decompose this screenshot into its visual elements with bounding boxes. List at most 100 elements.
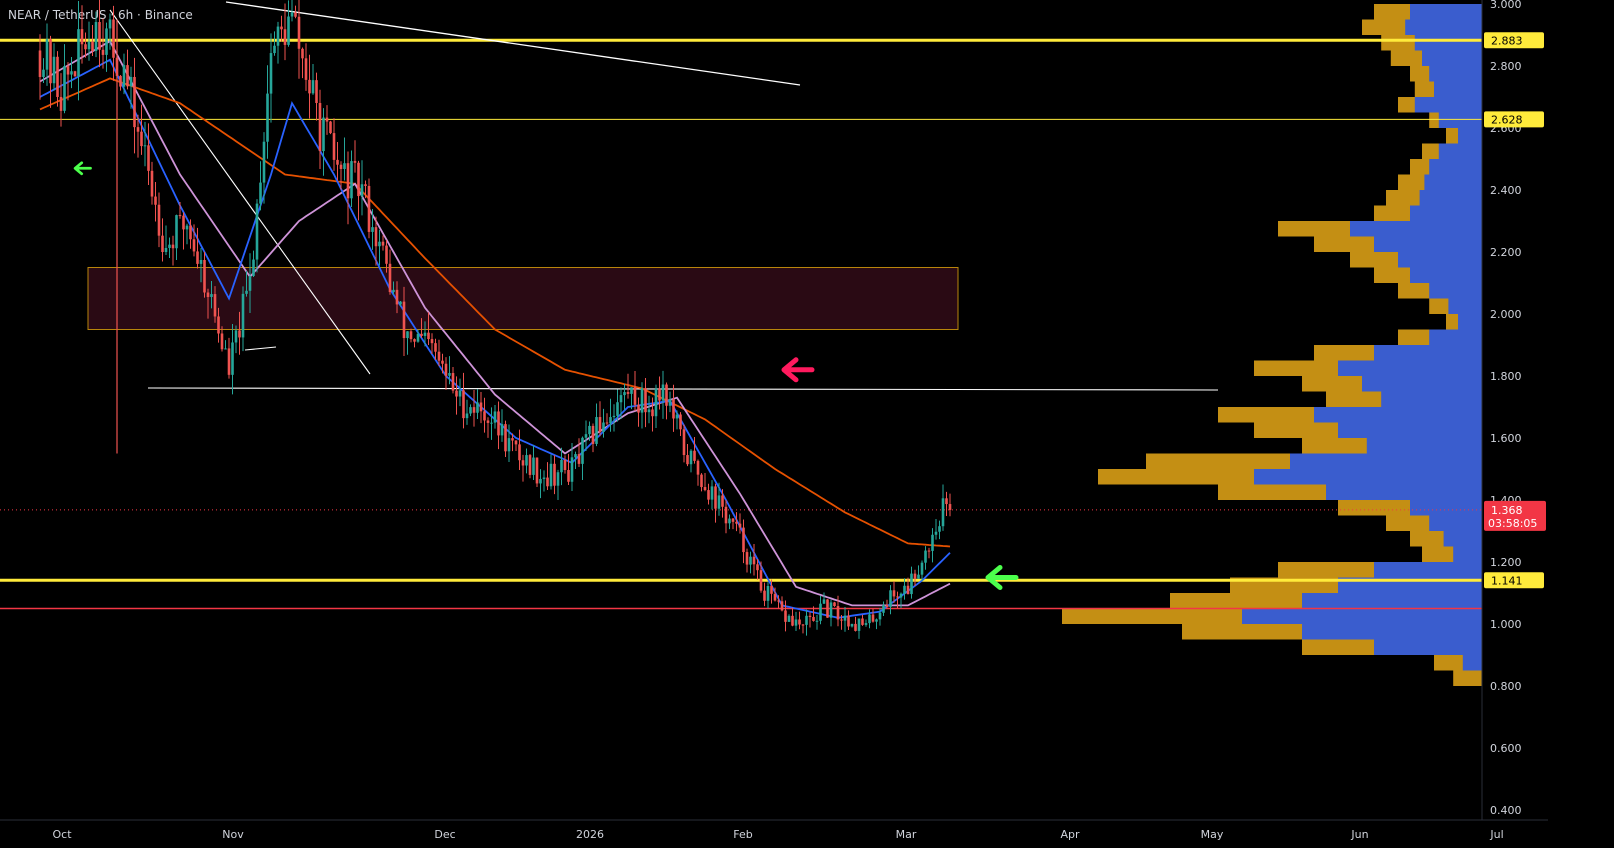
candle-body bbox=[717, 495, 721, 509]
candle-body bbox=[833, 602, 836, 607]
arrow-annotation-green[interactable] bbox=[73, 161, 92, 176]
candle-body bbox=[640, 388, 644, 413]
candle-body bbox=[287, 16, 290, 45]
candle-body bbox=[815, 620, 819, 622]
candle-body bbox=[63, 66, 66, 111]
candle-body bbox=[745, 552, 749, 565]
candle-body bbox=[535, 457, 539, 484]
candle-body bbox=[780, 601, 784, 611]
arrow-annotation-green[interactable] bbox=[985, 565, 1019, 590]
candle-body bbox=[700, 474, 703, 488]
candle-body bbox=[609, 417, 612, 424]
candle-body bbox=[444, 363, 448, 376]
volume-profile-bar bbox=[1314, 407, 1482, 423]
candle-body bbox=[182, 215, 185, 230]
candle-body bbox=[899, 593, 903, 598]
x-tick-label: Feb bbox=[733, 828, 752, 841]
candle-body bbox=[836, 606, 840, 620]
candle-body bbox=[871, 614, 875, 622]
volume-profile-bar bbox=[1302, 593, 1482, 609]
candle-body bbox=[689, 450, 693, 465]
candle-body bbox=[843, 615, 847, 621]
volume-profile-bar bbox=[1414, 97, 1482, 113]
trendline[interactable] bbox=[109, 9, 371, 375]
candle-body bbox=[633, 387, 637, 405]
candle-body bbox=[486, 420, 490, 423]
candle-body bbox=[875, 619, 878, 622]
candle-body bbox=[605, 422, 609, 424]
x-tick-label: Nov bbox=[222, 828, 244, 841]
candle-body bbox=[854, 623, 857, 631]
candle-body bbox=[903, 585, 906, 594]
volume-profile-bar bbox=[1374, 236, 1482, 252]
candle-body bbox=[297, 16, 301, 49]
candle-body bbox=[252, 259, 255, 276]
trendline[interactable] bbox=[147, 387, 1219, 391]
y-tick-label: 2.400 bbox=[1490, 184, 1522, 197]
candle-body bbox=[791, 615, 794, 626]
candle-body bbox=[546, 477, 549, 487]
arrow-icon bbox=[73, 161, 92, 176]
candle-body bbox=[665, 384, 668, 406]
candle-body bbox=[262, 141, 266, 183]
candle-body bbox=[574, 454, 577, 458]
candle-body bbox=[787, 615, 791, 622]
price-axis[interactable] bbox=[1482, 0, 1548, 848]
trendline[interactable] bbox=[225, 1, 801, 86]
candle-body bbox=[430, 339, 434, 344]
volume-profile-bar bbox=[1410, 4, 1482, 20]
candles bbox=[38, 0, 952, 639]
candle-body bbox=[129, 76, 133, 87]
candle-body bbox=[399, 301, 402, 305]
y-tick-label: 0.600 bbox=[1490, 742, 1522, 755]
candle-body bbox=[584, 434, 588, 438]
candle-body bbox=[913, 573, 917, 579]
volume-profile-bar bbox=[1443, 531, 1482, 547]
candle-body bbox=[682, 429, 686, 456]
candle-body bbox=[154, 196, 157, 205]
candle-body bbox=[822, 599, 826, 604]
candle-body bbox=[777, 600, 780, 602]
candle-body bbox=[808, 615, 812, 617]
candle-body bbox=[161, 235, 164, 253]
candle-body bbox=[693, 450, 696, 461]
candle-body bbox=[738, 523, 742, 528]
candle-body bbox=[941, 498, 945, 527]
candle-body bbox=[654, 388, 658, 417]
title-separator: · bbox=[137, 8, 141, 22]
candle-body bbox=[556, 472, 560, 486]
candle-body bbox=[157, 204, 161, 236]
candle-body bbox=[507, 438, 511, 452]
arrow-icon bbox=[985, 565, 1019, 590]
candle-body bbox=[479, 402, 483, 412]
candle-body bbox=[59, 96, 63, 111]
candle-body bbox=[598, 417, 602, 432]
candle-body bbox=[231, 342, 234, 375]
candle-body bbox=[329, 121, 332, 134]
candle-body bbox=[651, 409, 654, 417]
level-price-tag bbox=[1484, 32, 1544, 49]
candle-body bbox=[798, 619, 801, 625]
volume-profile-bar bbox=[1448, 298, 1482, 314]
x-tick-label: Apr bbox=[1060, 828, 1080, 841]
volume-profile-bar bbox=[1429, 329, 1482, 345]
candle-body bbox=[234, 330, 238, 343]
candle-body bbox=[850, 623, 854, 627]
volume-profile-bar bbox=[1254, 469, 1482, 485]
candle-body bbox=[840, 619, 843, 621]
candle-body bbox=[917, 574, 920, 579]
candle-body bbox=[385, 245, 388, 264]
arrow-annotation-red[interactable] bbox=[781, 357, 815, 383]
candle-body bbox=[591, 425, 595, 444]
trendline[interactable] bbox=[244, 346, 277, 351]
ema-fast-line bbox=[39, 58, 951, 619]
axes: 3.0002.8002.6002.4002.2002.0001.8001.600… bbox=[0, 0, 1548, 848]
candle-body bbox=[612, 415, 616, 418]
candle-body bbox=[434, 343, 437, 352]
candle-body bbox=[542, 477, 546, 479]
candle-body bbox=[56, 56, 59, 97]
candle-body bbox=[360, 184, 364, 197]
candle-body bbox=[364, 184, 367, 186]
volume-profile-bar bbox=[1453, 670, 1482, 686]
